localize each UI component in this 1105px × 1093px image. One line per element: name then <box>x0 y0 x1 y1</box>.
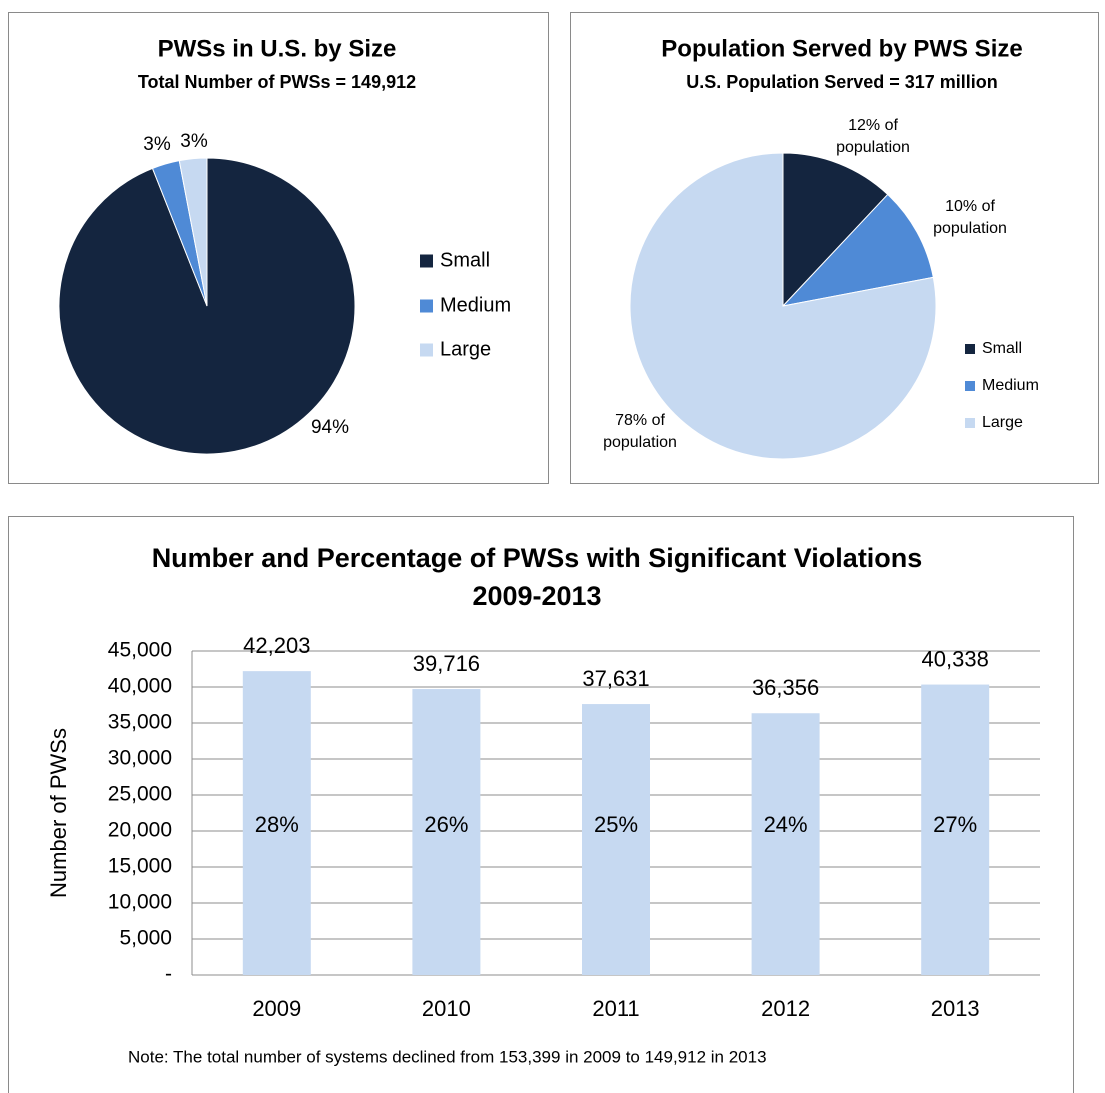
y-tick-label: 35,000 <box>108 711 172 734</box>
bar-inner-label: 26% <box>424 812 468 837</box>
data-label: 3% <box>180 131 208 152</box>
note: Note: The total number of systems declin… <box>128 1047 767 1066</box>
bar-inner-label: 25% <box>594 812 638 837</box>
chart-subtitle: U.S. Population Served = 317 million <box>686 72 998 92</box>
bar-inner-label: 24% <box>764 812 808 837</box>
legend-swatch <box>965 418 975 428</box>
legend-swatch <box>420 254 433 268</box>
pie-slice <box>178 157 208 307</box>
x-tick-label: 2011 <box>592 996 639 1021</box>
y-tick-label: 40,000 <box>108 675 172 698</box>
x-tick-label: 2013 <box>931 996 980 1021</box>
pie-slice <box>781 193 934 307</box>
y-tick-label: 10,000 <box>108 891 172 914</box>
data-label: 39,716 <box>413 651 480 676</box>
data-label: 42,203 <box>243 633 310 658</box>
bar-inner-label: 28% <box>255 812 299 837</box>
y-tick-label: 30,000 <box>108 747 172 770</box>
y-tick-label: 5,000 <box>119 927 172 950</box>
panel <box>8 516 1074 1093</box>
chart-subtitle: 2009-2013 <box>472 581 601 611</box>
bar <box>412 689 481 975</box>
data-label: 10% of population <box>933 198 1007 237</box>
chart-title: PWSs in U.S. by Size <box>158 35 397 62</box>
bar-inner-label: 27% <box>933 812 977 837</box>
data-label: 78% of population <box>603 412 677 451</box>
pie-slice <box>629 152 937 460</box>
bar <box>242 671 311 975</box>
data-label: 12% of population <box>836 117 910 156</box>
bar <box>921 684 990 975</box>
legend-label: Medium <box>440 294 511 316</box>
y-tick-label: 15,000 <box>108 855 172 878</box>
chart-title: Population Served by PWS Size <box>661 35 1022 62</box>
chart-title: Number and Percentage of PWSs with Signi… <box>152 543 923 573</box>
y-tick-label: 20,000 <box>108 819 172 842</box>
legend-swatch <box>965 381 975 391</box>
bar <box>582 704 650 975</box>
data-label: 3% <box>143 134 171 155</box>
data-label: 94% <box>311 417 349 438</box>
legend-swatch <box>965 344 975 354</box>
chart-subtitle: Total Number of PWSs = 149,912 <box>138 72 416 92</box>
data-label: 37,631 <box>582 666 649 691</box>
y-tick-label: 25,000 <box>108 783 172 806</box>
x-tick-label: 2010 <box>422 996 471 1021</box>
data-label: 40,338 <box>922 646 989 671</box>
x-tick-label: 2009 <box>252 996 301 1021</box>
legend-swatch <box>420 343 433 357</box>
legend-label: Small <box>440 249 490 271</box>
legend-label: Large <box>440 338 491 360</box>
y-axis-label: Number of PWSs <box>46 728 71 898</box>
bar <box>751 713 820 975</box>
y-tick-label: - <box>165 963 172 986</box>
legend-label: Medium <box>982 377 1039 394</box>
legend-swatch <box>420 299 433 313</box>
legend-label: Large <box>982 414 1023 431</box>
x-tick-label: 2012 <box>761 996 810 1021</box>
data-label: 36,356 <box>752 675 819 700</box>
y-tick-label: 45,000 <box>108 639 172 662</box>
legend-label: Small <box>982 340 1022 357</box>
pie-slice <box>782 152 889 308</box>
